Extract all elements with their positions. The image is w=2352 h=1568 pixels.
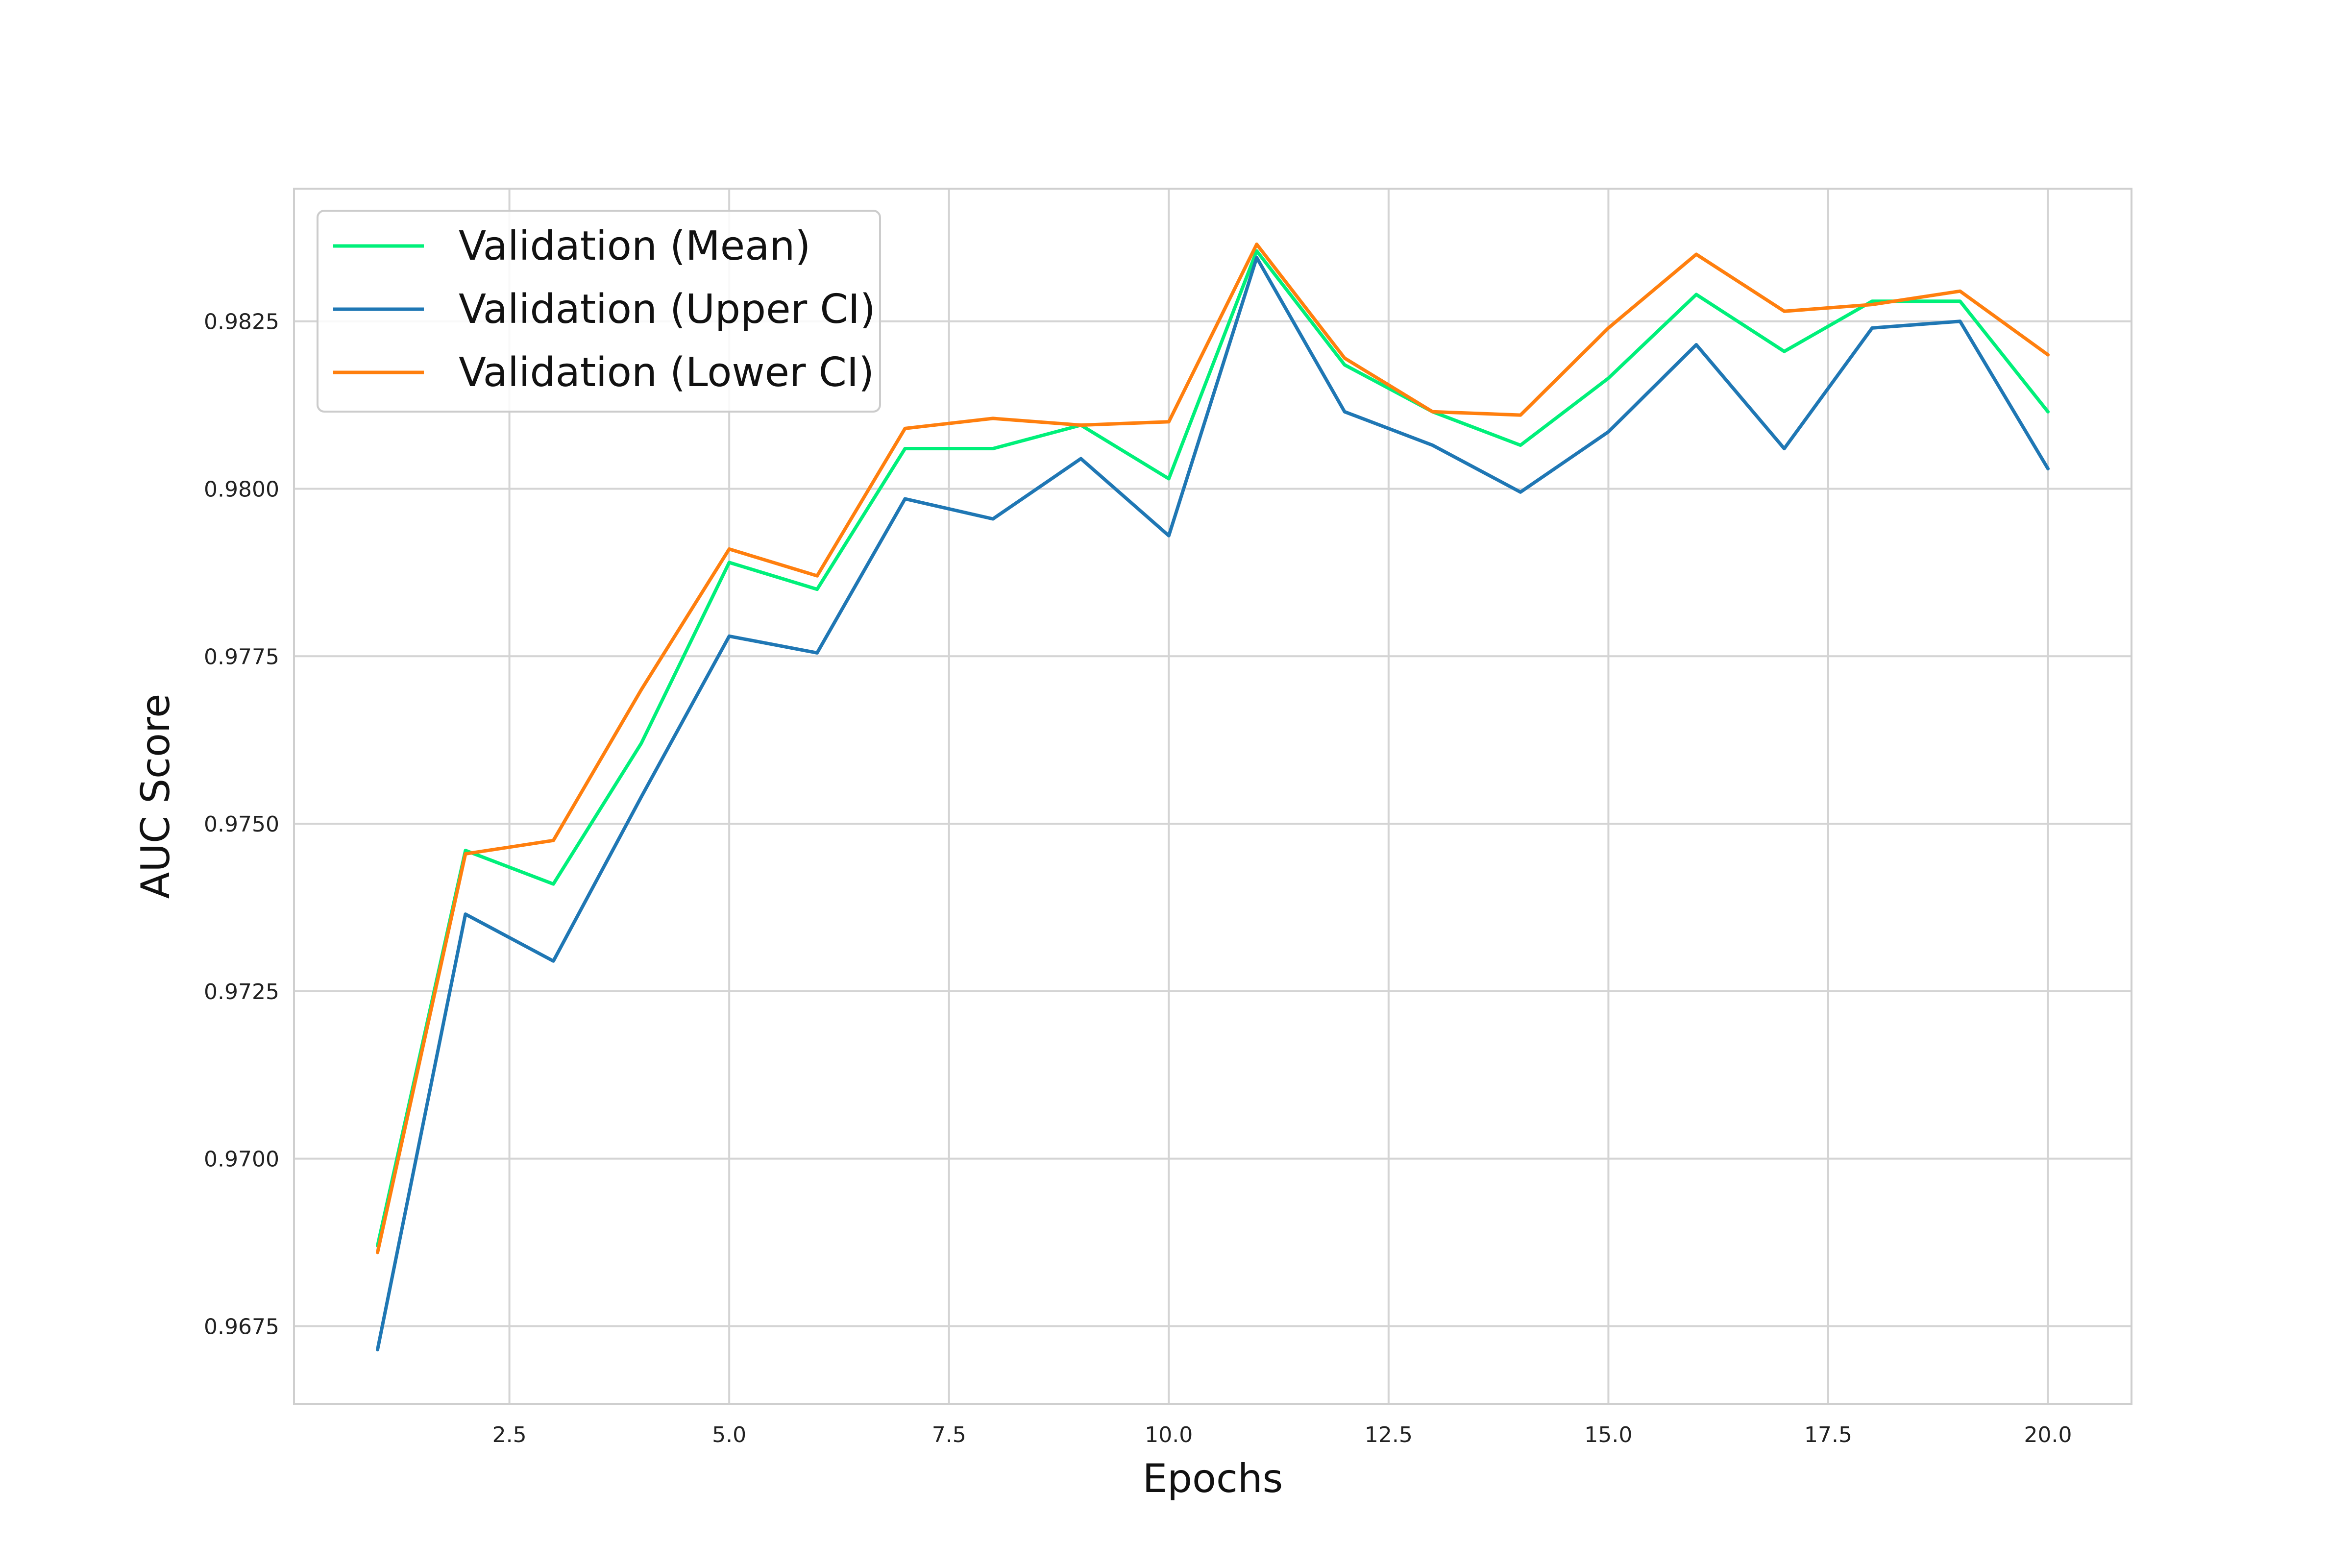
x-tick-label: 5.0 <box>712 1422 746 1447</box>
y-tick-label: 0.9775 <box>204 644 279 669</box>
legend: Validation (Mean) Validation (Upper CI) Va… <box>317 210 881 413</box>
x-tick-label: 10.0 <box>1145 1422 1193 1447</box>
y-tick-label: 0.9675 <box>204 1314 279 1339</box>
grid-lines <box>294 189 2132 1404</box>
x-tick-label: 17.5 <box>1804 1422 1852 1447</box>
y-tick-label: 0.9725 <box>204 980 279 1004</box>
y-tick-label: 0.9800 <box>204 477 279 502</box>
series-line-0 <box>376 249 2050 1248</box>
legend-label-1: Validation (Upper CI) <box>459 286 876 333</box>
y-axis-label: AUC Score <box>133 694 178 899</box>
x-tick-label: 12.5 <box>1365 1422 1413 1447</box>
legend-box <box>317 210 881 413</box>
series-line-2 <box>376 243 2050 1254</box>
y-tick-label: 0.9750 <box>204 812 279 837</box>
x-axis-ticks: 2.5 5.0 7.5 10.0 12.5 15.0 17.5 20.0 <box>492 1422 2072 1447</box>
y-axis-ticks: 0.9675 0.9700 0.9725 0.9750 0.9775 0.9800 0.98… <box>204 310 279 1340</box>
x-tick-label: 2.5 <box>492 1422 527 1447</box>
plot-area <box>293 188 2132 1405</box>
y-tick-label: 0.9700 <box>204 1147 279 1172</box>
legend-label-2: Validation (Lower CI) <box>459 349 874 396</box>
x-tick-label: 7.5 <box>932 1422 966 1447</box>
series-line-1 <box>376 256 2050 1351</box>
x-tick-label: 15.0 <box>1584 1422 1632 1447</box>
legend-label-0: Validation (Mean) <box>459 223 810 270</box>
y-tick-label: 0.9825 <box>204 310 279 335</box>
series-lines <box>376 243 2050 1351</box>
x-axis-label: Epochs <box>1143 1456 1283 1501</box>
x-tick-label: 20.0 <box>2024 1422 2072 1447</box>
